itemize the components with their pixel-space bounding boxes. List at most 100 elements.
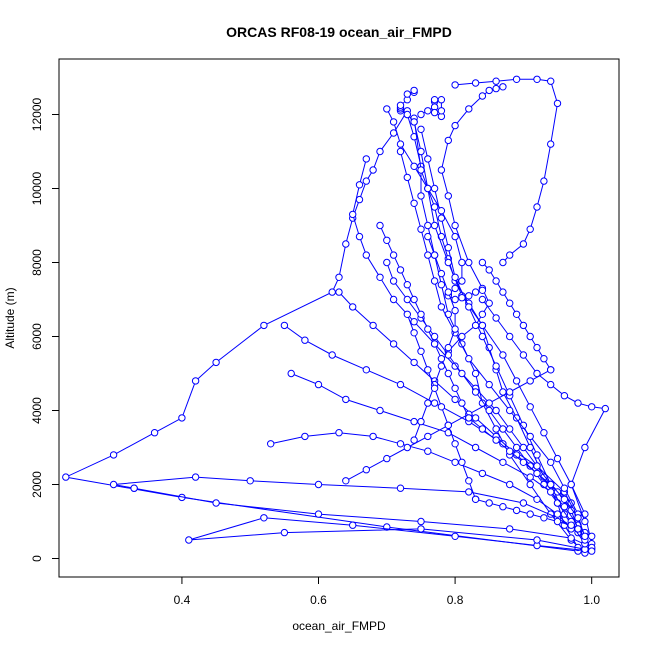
series	[417, 96, 446, 121]
data-point	[512, 377, 521, 385]
data-point	[526, 377, 534, 385]
data-point	[376, 221, 384, 230]
data-point	[383, 105, 391, 113]
data-point	[410, 162, 418, 171]
data-point	[588, 532, 596, 540]
data-point	[478, 295, 487, 304]
data-point	[519, 458, 528, 466]
data-point	[478, 92, 487, 100]
data-point	[506, 480, 514, 489]
data-point	[547, 480, 555, 489]
data-point	[437, 214, 446, 222]
data-point	[465, 303, 473, 311]
data-point	[424, 107, 432, 115]
data-point	[430, 184, 439, 193]
data-point	[512, 75, 521, 84]
data-point	[512, 506, 521, 515]
data-point	[553, 99, 562, 108]
data-point	[444, 192, 452, 200]
data-point	[471, 388, 480, 396]
data-point	[396, 140, 405, 148]
x-tick-label: 0.4	[174, 593, 191, 607]
data-point	[478, 321, 487, 330]
data-point	[410, 86, 418, 95]
data-point	[465, 488, 473, 496]
data-point	[526, 473, 534, 481]
data-point	[499, 425, 507, 433]
data-point	[519, 443, 528, 452]
data-point	[437, 207, 446, 215]
data-point	[417, 347, 425, 355]
data-point	[280, 528, 289, 537]
data-point	[451, 325, 459, 333]
data-point	[547, 488, 555, 496]
data-point	[567, 480, 575, 489]
data-point	[451, 295, 459, 304]
data-point	[560, 495, 569, 503]
data-point	[485, 380, 493, 389]
data-point	[492, 425, 500, 433]
series	[451, 75, 562, 267]
data-point	[471, 369, 480, 378]
data-point	[492, 314, 500, 322]
data-point	[540, 429, 548, 437]
y-tick-label: 12000	[30, 97, 44, 131]
data-point	[492, 362, 500, 370]
data-point	[553, 510, 562, 518]
data-point	[444, 244, 452, 252]
data-point	[403, 281, 411, 289]
data-point	[485, 266, 493, 274]
data-point	[451, 284, 459, 293]
data-point	[465, 292, 473, 300]
data-point	[444, 258, 452, 267]
data-point	[191, 473, 200, 481]
data-point	[430, 384, 439, 392]
data-point	[362, 251, 370, 259]
data-point	[451, 440, 459, 448]
chart-title: ORCAS RF08-19 ocean_air_FMPD	[226, 24, 452, 40]
series	[383, 105, 487, 304]
data-point	[499, 288, 507, 296]
data-point	[499, 258, 507, 267]
data-point	[512, 310, 521, 318]
data-point	[396, 266, 405, 274]
data-point	[369, 321, 377, 330]
data-point	[533, 462, 541, 470]
data-point	[178, 414, 186, 422]
data-point	[478, 425, 487, 433]
data-point	[362, 466, 370, 474]
data-point	[444, 288, 452, 296]
data-point	[212, 358, 220, 367]
data-point	[499, 351, 507, 359]
data-point	[533, 203, 541, 211]
data-point	[458, 458, 466, 466]
data-point	[533, 75, 541, 84]
data-point	[314, 380, 323, 389]
data-point	[430, 203, 439, 211]
data-point	[451, 232, 459, 241]
data-point	[506, 425, 514, 433]
series	[376, 221, 473, 422]
data-point	[362, 366, 370, 374]
data-point	[417, 310, 425, 318]
data-point	[533, 469, 541, 478]
data-point	[335, 288, 343, 296]
data-point	[410, 295, 418, 304]
y-axis-label: Altitude (m)	[3, 287, 17, 348]
data-point	[553, 499, 562, 507]
data-point	[430, 340, 439, 348]
data-point	[451, 458, 459, 466]
x-tick-label: 0.8	[447, 593, 464, 607]
data-point	[458, 399, 466, 407]
data-point	[574, 399, 582, 407]
data-point	[342, 240, 350, 248]
x-axis-label: ocean_air_FMPD	[292, 619, 386, 633]
data-point	[403, 90, 411, 98]
data-point	[383, 236, 391, 245]
data-point	[328, 351, 336, 359]
data-point	[280, 321, 289, 330]
data-point	[567, 534, 575, 542]
data-point	[492, 436, 500, 444]
data-point	[383, 454, 391, 463]
